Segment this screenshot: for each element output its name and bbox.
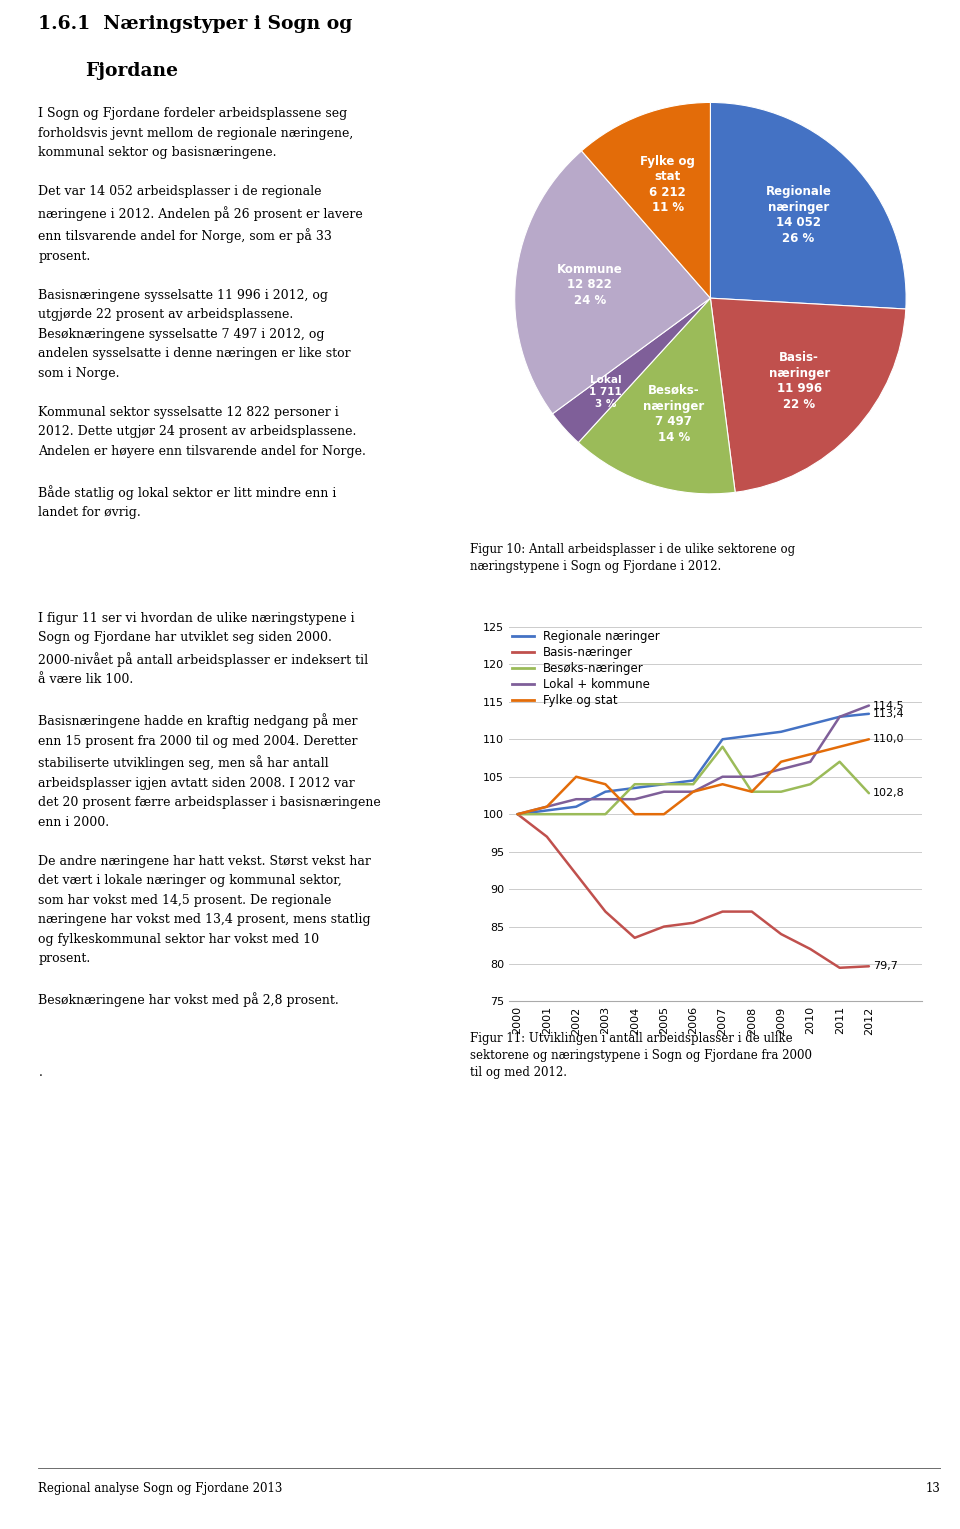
Text: I figur 11 ser vi hvordan de ulike næringstypene i
Sogn og Fjordane har utviklet: I figur 11 ser vi hvordan de ulike nærin…	[38, 612, 381, 1008]
Text: Figur 11: Utviklingen i antall arbeidsplasser i de ulike
sektorene og næringstyp: Figur 11: Utviklingen i antall arbeidspl…	[470, 1032, 812, 1079]
Legend: Regionale næringer, Basis-næringer, Besøks-næringer, Lokal + kommune, Fylke og s: Regionale næringer, Basis-næringer, Besø…	[510, 628, 662, 709]
Wedge shape	[710, 102, 906, 309]
Text: 1.6.1  Næringstyper i Sogn og: 1.6.1 Næringstyper i Sogn og	[38, 15, 352, 34]
Wedge shape	[553, 298, 710, 442]
Text: Besøks-
næringer
7 497
14 %: Besøks- næringer 7 497 14 %	[643, 384, 705, 443]
Text: .: .	[38, 1066, 42, 1079]
Text: 79,7: 79,7	[874, 962, 899, 971]
Wedge shape	[710, 298, 906, 492]
Text: Figur 10: Antall arbeidsplasser i de ulike sektorene og
næringstypene i Sogn og : Figur 10: Antall arbeidsplasser i de uli…	[470, 543, 796, 573]
Text: Fjordane: Fjordane	[84, 61, 178, 80]
Text: I Sogn og Fjordane fordeler arbeidsplassene seg
forholdsvis jevnt mellom de regi: I Sogn og Fjordane fordeler arbeidsplass…	[38, 107, 367, 520]
Text: 13: 13	[926, 1482, 941, 1495]
Text: 102,8: 102,8	[874, 789, 905, 798]
Text: 114,5: 114,5	[874, 700, 905, 711]
Text: 113,4: 113,4	[874, 709, 905, 719]
Text: 110,0: 110,0	[874, 734, 904, 745]
Wedge shape	[578, 298, 735, 494]
Text: Regionale
næringer
14 052
26 %: Regionale næringer 14 052 26 %	[766, 185, 831, 245]
Text: Lokal
1 711
3 %: Lokal 1 711 3 %	[589, 375, 622, 410]
Wedge shape	[515, 151, 710, 414]
Text: Basis-
næringer
11 996
22 %: Basis- næringer 11 996 22 %	[769, 352, 829, 411]
Text: Kommune
12 822
24 %: Kommune 12 822 24 %	[557, 263, 623, 307]
Wedge shape	[582, 102, 710, 298]
Text: Fylke og
stat
6 212
11 %: Fylke og stat 6 212 11 %	[640, 154, 695, 214]
Text: Regional analyse Sogn og Fjordane 2013: Regional analyse Sogn og Fjordane 2013	[38, 1482, 283, 1495]
